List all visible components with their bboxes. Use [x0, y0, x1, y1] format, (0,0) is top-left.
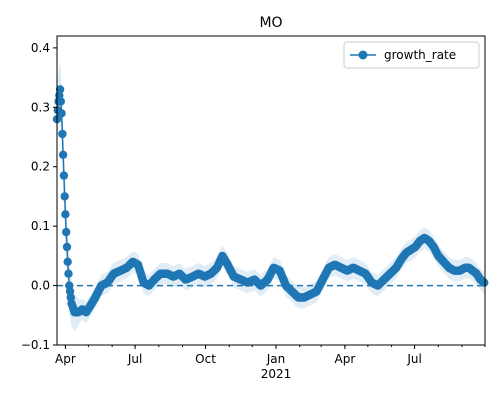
chart-title: MO [259, 15, 282, 31]
data-point [58, 150, 68, 159]
data-point [55, 85, 65, 94]
confidence-band [57, 59, 485, 332]
x-year-label: 2021 [261, 367, 292, 381]
data-point [62, 242, 72, 252]
x-axis: Apr Jul Oct Jan Apr Jul 2021 [55, 345, 486, 381]
data-point [61, 210, 70, 219]
data-point [59, 171, 69, 180]
y-axis: −0.1 0.0 0.1 0.2 0.3 0.4 [21, 41, 57, 352]
x-tick-label: Jul [127, 352, 142, 366]
data-point [63, 257, 72, 266]
data-point [480, 278, 489, 287]
legend: growth_rate [343, 41, 480, 69]
series-layer [52, 85, 489, 317]
x-tick-label: Oct [195, 352, 216, 366]
data-point [57, 109, 66, 118]
y-tick-label: −0.1 [21, 338, 50, 352]
data-point [61, 227, 71, 237]
legend-box [343, 41, 480, 69]
y-tick-label: 0.0 [31, 279, 50, 293]
y-tick-label: 0.4 [31, 41, 50, 55]
x-tick-label: Jul [406, 352, 421, 366]
x-tick-label: Apr [335, 352, 356, 366]
x-tick-label: Jan [266, 352, 286, 366]
data-point [64, 269, 73, 278]
data-point [56, 97, 65, 106]
y-tick-label: 0.3 [31, 100, 50, 114]
legend-point-marker [358, 50, 368, 60]
plot-frame [56, 35, 486, 346]
y-tick-label: 0.1 [31, 219, 50, 233]
x-tick-label: Apr [55, 352, 76, 366]
confidence-band-layer [57, 59, 485, 332]
data-point [60, 192, 69, 201]
legend-label: growth_rate [384, 48, 456, 62]
data-point [58, 129, 67, 139]
y-tick-label: 0.2 [31, 160, 50, 174]
